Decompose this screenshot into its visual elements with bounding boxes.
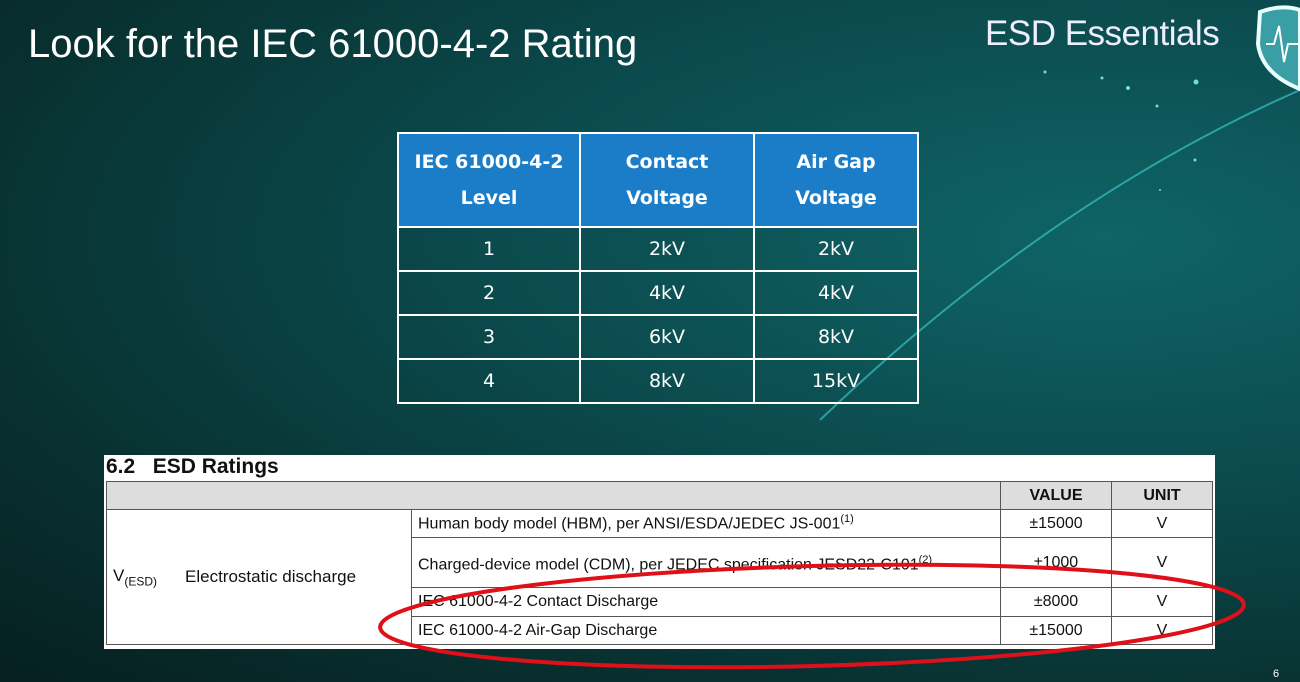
iec-levels-table: IEC 61000-4-2 Level Contact Voltage Air Ga… bbox=[397, 132, 919, 404]
page-number: 6 bbox=[1273, 668, 1280, 680]
esd-ratings-title: 6.2 ESD Ratings bbox=[106, 455, 279, 478]
header-level: IEC 61000-4-2 Level bbox=[397, 132, 581, 228]
brand-name: ESD Essentials bbox=[985, 14, 1220, 53]
shield-logo-icon bbox=[1255, 5, 1300, 92]
table-row: 3 6kV 8kV bbox=[397, 314, 919, 360]
esd-ratings-excerpt: 6.2 ESD Ratings VALUE UNIT V(ESD) Electro… bbox=[104, 455, 1215, 649]
esd-ratings-table: VALUE UNIT V(ESD) Electrostatic discharge… bbox=[106, 481, 1213, 645]
table-row: 2 4kV 4kV bbox=[397, 270, 919, 316]
table-row: 1 2kV 2kV bbox=[397, 226, 919, 272]
slide-title: Look for the IEC 61000-4-2 Rating bbox=[28, 22, 638, 66]
table-row: 4 8kV 15kV bbox=[397, 358, 919, 404]
header-air-gap-voltage: Air Gap Voltage bbox=[753, 132, 919, 228]
header-contact-voltage: Contact Voltage bbox=[579, 132, 755, 228]
table-row: V(ESD) Electrostatic discharge Human bod… bbox=[106, 509, 1213, 645]
